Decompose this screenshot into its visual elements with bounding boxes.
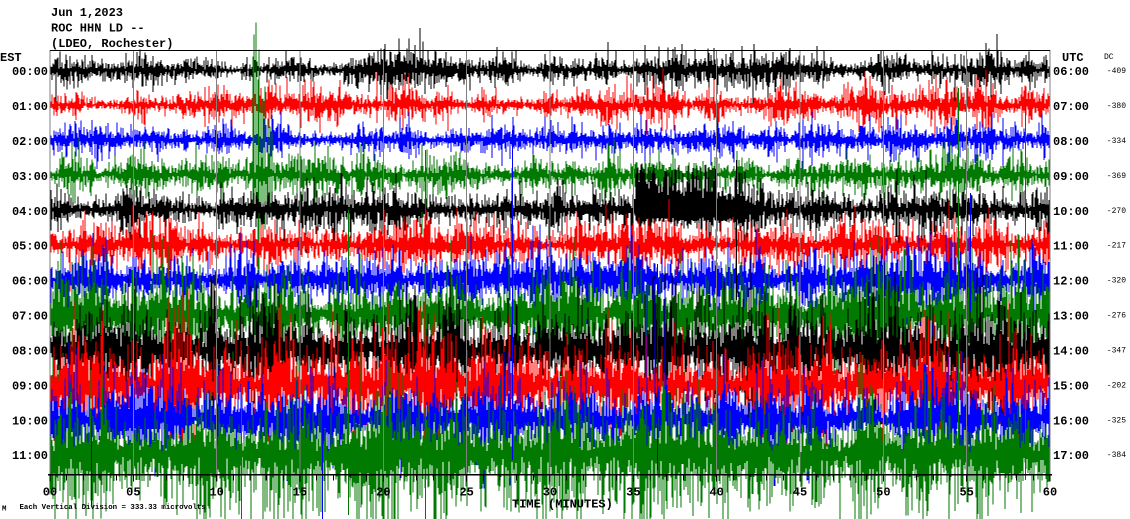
svg-text:16:00: 16:00 <box>1053 414 1089 428</box>
svg-text:03:00: 03:00 <box>12 170 48 184</box>
svg-text:ROC HHN LD --: ROC HHN LD -- <box>51 22 145 36</box>
svg-text:10:00: 10:00 <box>12 414 48 428</box>
svg-text:10:00: 10:00 <box>1053 205 1089 219</box>
svg-text:15: 15 <box>293 486 307 500</box>
svg-text:09:00: 09:00 <box>12 379 48 393</box>
svg-text:09:00: 09:00 <box>1053 170 1089 184</box>
svg-text:60: 60 <box>1043 486 1057 500</box>
svg-text:TIME (MINUTES): TIME (MINUTES) <box>512 498 613 512</box>
svg-text:11:00: 11:00 <box>12 449 48 463</box>
svg-text:00:00: 00:00 <box>12 65 48 79</box>
svg-text:12:00: 12:00 <box>1053 275 1089 289</box>
svg-text:-276: -276 <box>1107 312 1126 321</box>
svg-text:02:00: 02:00 <box>12 135 48 149</box>
svg-text:13:00: 13:00 <box>1053 310 1089 324</box>
svg-text:06:00: 06:00 <box>1053 65 1089 79</box>
svg-text:50: 50 <box>876 486 890 500</box>
svg-text:06:00: 06:00 <box>12 275 48 289</box>
svg-text:-384: -384 <box>1107 451 1126 460</box>
svg-text:17:00: 17:00 <box>1053 449 1089 463</box>
svg-text:08:00: 08:00 <box>12 344 48 358</box>
svg-text:UTC: UTC <box>1062 51 1084 65</box>
svg-text:Jun 1,2023: Jun 1,2023 <box>51 6 123 20</box>
svg-text:30: 30 <box>543 486 557 500</box>
svg-text:01:00: 01:00 <box>12 100 48 114</box>
svg-text:25: 25 <box>459 486 473 500</box>
svg-text:10: 10 <box>209 486 223 500</box>
svg-text:-320: -320 <box>1107 277 1126 286</box>
svg-text:35: 35 <box>626 486 640 500</box>
svg-text:-347: -347 <box>1107 346 1126 355</box>
svg-text:11:00: 11:00 <box>1053 240 1089 254</box>
svg-text:M: M <box>2 506 7 514</box>
svg-text:05:00: 05:00 <box>12 240 48 254</box>
svg-text:20: 20 <box>376 486 390 500</box>
svg-text:EST: EST <box>0 51 22 65</box>
svg-text:55: 55 <box>959 486 973 500</box>
svg-text:40: 40 <box>709 486 723 500</box>
svg-text:-409: -409 <box>1107 67 1126 76</box>
svg-text:15:00: 15:00 <box>1053 379 1089 393</box>
svg-text:00: 00 <box>43 486 57 500</box>
svg-text:-325: -325 <box>1107 416 1126 425</box>
svg-text:DC: DC <box>1104 53 1114 62</box>
svg-text:-217: -217 <box>1107 242 1126 251</box>
svg-text:-369: -369 <box>1107 172 1126 181</box>
svg-text:(LDEO, Rochester): (LDEO, Rochester) <box>51 37 173 51</box>
svg-text:07:00: 07:00 <box>1053 100 1089 114</box>
svg-text:45: 45 <box>793 486 807 500</box>
svg-text:Each Vertical Division = 333.: Each Vertical Division = 333.33 microvol… <box>20 504 206 512</box>
svg-text:-270: -270 <box>1107 207 1126 216</box>
svg-text:07:00: 07:00 <box>12 310 48 324</box>
svg-text:05: 05 <box>126 486 140 500</box>
svg-text:04:00: 04:00 <box>12 205 48 219</box>
svg-text:-334: -334 <box>1107 137 1126 146</box>
svg-text:14:00: 14:00 <box>1053 344 1089 358</box>
svg-text:08:00: 08:00 <box>1053 135 1089 149</box>
svg-text:-380: -380 <box>1107 102 1126 111</box>
svg-text:-202: -202 <box>1107 381 1126 390</box>
